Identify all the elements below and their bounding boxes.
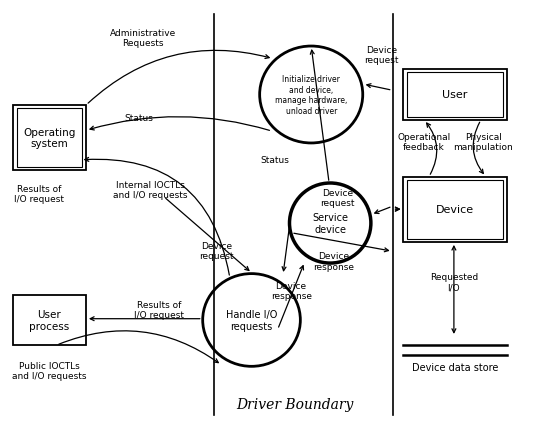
Text: Device
request: Device request	[320, 189, 355, 208]
FancyBboxPatch shape	[407, 180, 503, 239]
Text: Service
device: Service device	[312, 213, 348, 234]
Text: Public IOCTLs
and I/O requests: Public IOCTLs and I/O requests	[13, 361, 87, 380]
Text: Device
request: Device request	[365, 46, 399, 65]
Text: Device: Device	[436, 205, 474, 215]
Text: Status: Status	[124, 114, 153, 123]
Text: Device
request: Device request	[199, 241, 234, 261]
Text: Results of
I/O request: Results of I/O request	[134, 300, 184, 320]
Text: User: User	[442, 90, 468, 100]
FancyBboxPatch shape	[404, 70, 507, 121]
Text: Driver Boundary: Driver Boundary	[236, 397, 354, 411]
Text: Requested
I/O: Requested I/O	[430, 273, 478, 292]
Text: Physical
manipulation: Physical manipulation	[453, 132, 513, 152]
Text: Internal IOCTLs
and I/O requests: Internal IOCTLs and I/O requests	[113, 180, 188, 199]
Text: Device data store: Device data store	[412, 362, 498, 372]
Text: Initialize driver
and device,
manage hardware,
unload driver: Initialize driver and device, manage har…	[275, 75, 348, 115]
FancyBboxPatch shape	[407, 73, 503, 118]
Text: Results of
I/O request: Results of I/O request	[14, 184, 64, 204]
FancyBboxPatch shape	[13, 106, 86, 171]
FancyBboxPatch shape	[16, 109, 82, 168]
FancyBboxPatch shape	[404, 177, 507, 242]
Text: Handle I/O
requests: Handle I/O requests	[226, 309, 277, 331]
Text: User
process: User process	[29, 309, 69, 331]
Text: Operating
system: Operating system	[23, 128, 75, 149]
Text: Device
response: Device response	[314, 252, 355, 271]
Text: Device
response: Device response	[271, 281, 312, 300]
Text: Operational
feedback: Operational feedback	[398, 132, 450, 152]
FancyBboxPatch shape	[13, 295, 86, 345]
Text: Administrative
Requests: Administrative Requests	[110, 29, 176, 48]
Text: Status: Status	[260, 156, 289, 165]
